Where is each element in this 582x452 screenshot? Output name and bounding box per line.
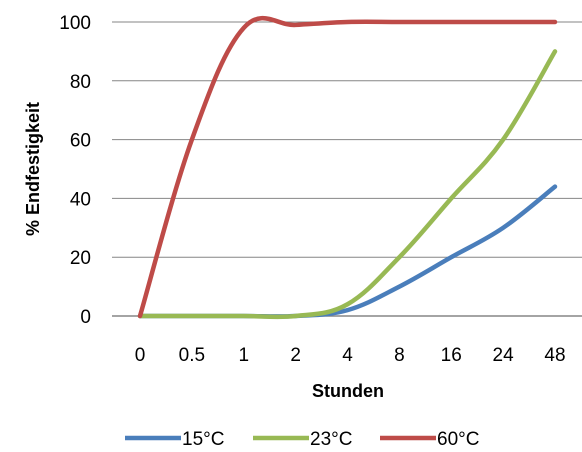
series-line-23C: [137, 49, 558, 320]
series-line-60C: [137, 15, 558, 319]
y-tick-label: 80: [70, 72, 91, 93]
x-tick-label: 0.5: [179, 345, 205, 366]
legend-label: 23°C: [310, 429, 352, 450]
x-tick-label: 48: [544, 345, 565, 366]
x-tick-label: 1: [238, 345, 249, 366]
x-tick-label: 2: [290, 345, 301, 366]
y-axis-title: % Endfestigkeit: [23, 102, 43, 236]
y-tick-label: 40: [70, 189, 91, 210]
series-line-15C: [137, 184, 558, 319]
x-tick-label: 0: [135, 345, 146, 366]
x-tick-label: 16: [441, 345, 462, 366]
series-lines: [137, 15, 558, 320]
y-tick-label: 0: [80, 307, 91, 328]
y-tick-label: 20: [70, 248, 91, 269]
legend-item: 60°C: [380, 429, 479, 450]
y-tick-label: 60: [70, 131, 91, 152]
legend-item: 15°C: [125, 429, 224, 450]
x-tick-labels: 0 0.5 1 2 4 8 16 24 48: [135, 345, 566, 366]
y-tick-labels: 0 20 40 60 80 100: [59, 13, 91, 328]
x-axis-title: Stunden: [312, 381, 384, 401]
x-tick-label: 24: [493, 345, 515, 366]
legend-item: 23°C: [253, 429, 352, 450]
x-tick-label: 8: [394, 345, 405, 366]
x-tick-label: 4: [342, 345, 353, 366]
legend-label: 60°C: [437, 429, 479, 450]
y-tick-label: 100: [59, 13, 91, 34]
legend: 15°C 23°C 60°C: [125, 429, 479, 450]
legend-label: 15°C: [182, 429, 224, 450]
